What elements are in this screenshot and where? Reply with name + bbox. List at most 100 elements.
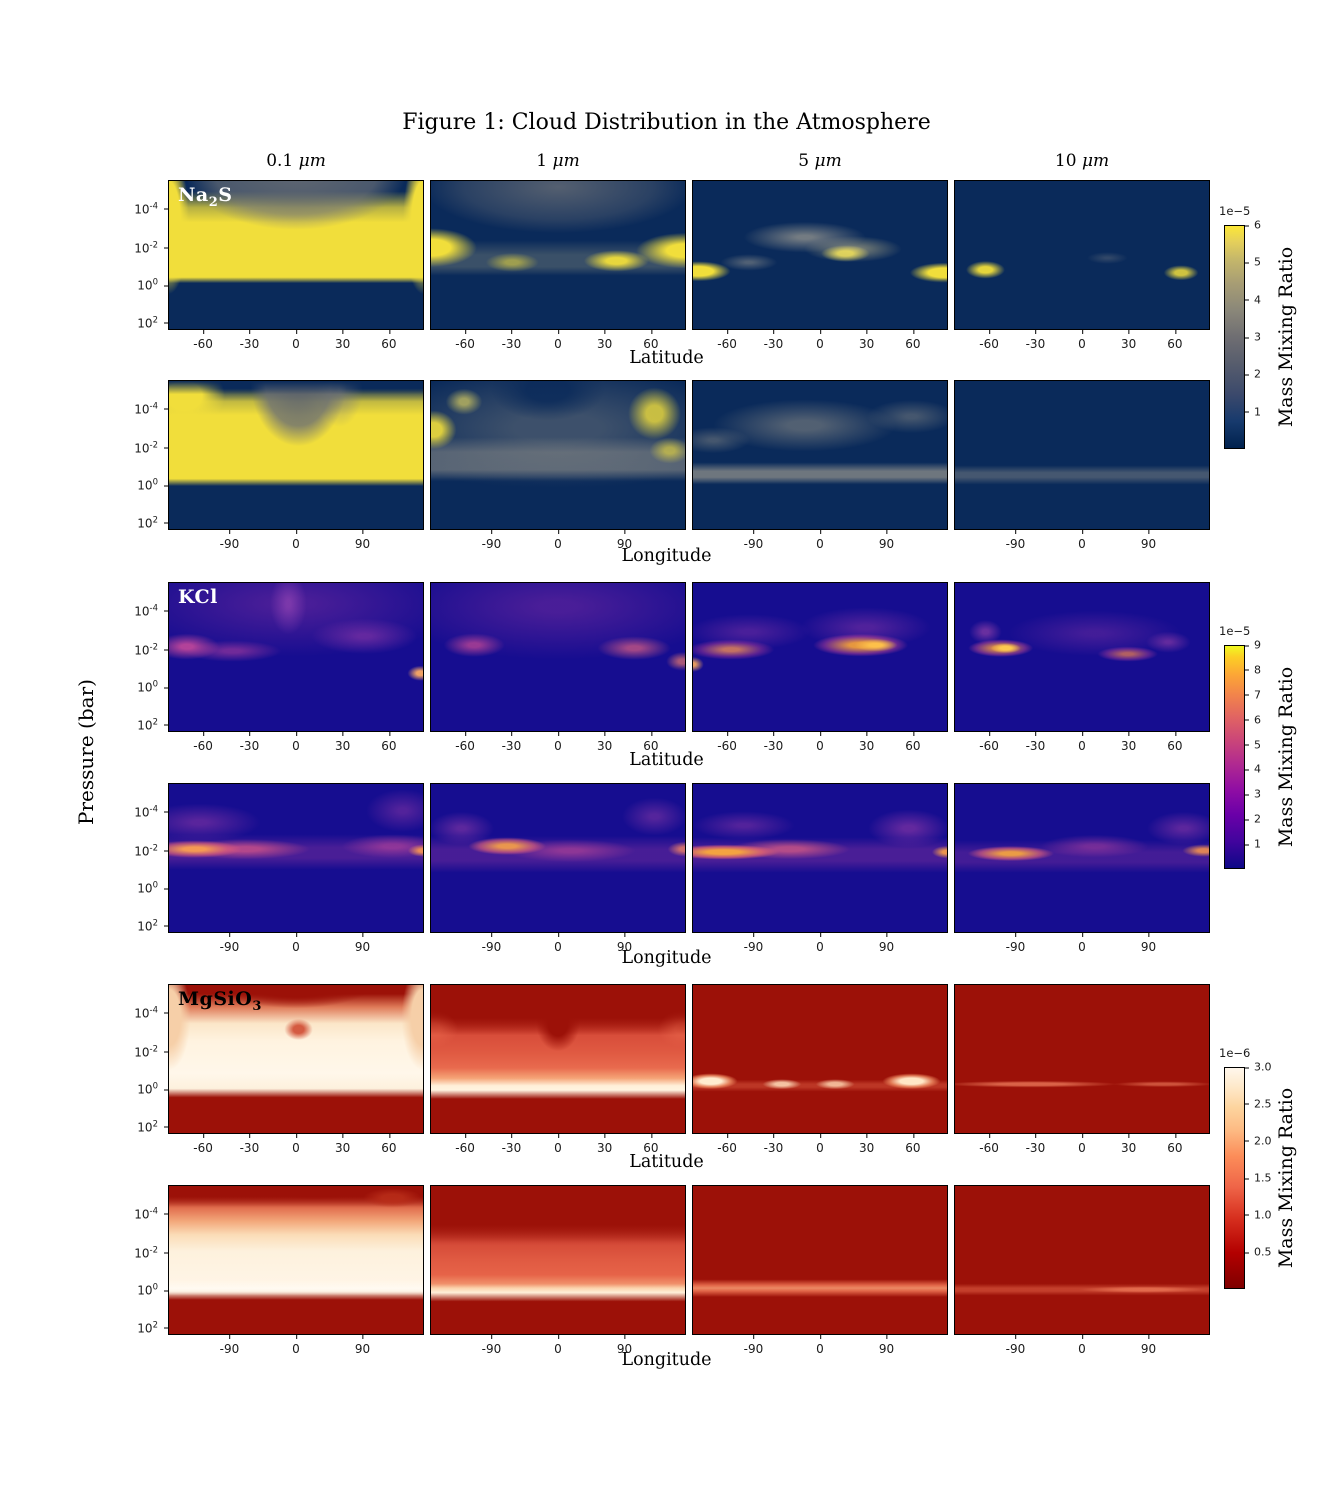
colorbar-scale-na2s: 1e−5 [1219,204,1251,218]
x-tick-label: 30 [1121,732,1136,753]
colorbar-tick-label: 1 [1245,405,1261,418]
y-tick-label: 10-4 [134,1206,168,1221]
x-axis-ticks: -90 0 90 [692,1335,948,1359]
species-label-mgsio3: MgSiO3 [178,988,262,1014]
x-tick-label: 30 [859,732,874,753]
y-tick-label: 100 [137,1082,168,1097]
x-tick-label: 30 [597,1134,612,1155]
x-tick-label: 0 [1078,1335,1086,1356]
x-tick-label: -90 [1006,1335,1025,1356]
x-tick-label: 90 [879,530,894,551]
heatmap-panel-kcl-latitude-0.1um: KCl [168,582,424,732]
colorbar-tick-label: 3.0 [1245,1061,1272,1074]
heatmap-panel-kcl-latitude-1um [430,582,686,732]
heatmap-panel-mgsio3-latitude-10um [954,984,1210,1134]
x-tick-label: 60 [1167,1134,1183,1155]
x-tick-label: -30 [764,1134,783,1155]
x-tick-label: 0 [554,1335,562,1356]
x-tick-label: -30 [502,330,521,351]
x-tick-label: -60 [979,732,999,753]
heatmap-panel-mgsio3-longitude-10um [954,1185,1210,1335]
x-tick-label: -60 [717,1134,737,1155]
x-tick-label: -30 [502,732,521,753]
x-tick-label: 60 [1167,732,1183,753]
colorbar-tick-label: 8 [1245,663,1261,676]
x-tick-label: 90 [1141,1335,1156,1356]
x-tick-label: 30 [597,330,612,351]
colorbar-scale-mgsio3: 1e−6 [1219,1046,1251,1060]
x-tick-label: -60 [455,330,475,351]
x-tick-label: 60 [905,1134,921,1155]
x-tick-label: 30 [597,732,612,753]
colorbar-tick-label: 3 [1245,331,1261,344]
x-axis-ticks: -60 -30 0 30 60 [692,1134,948,1158]
y-axis-ticks: 10-4 10-2 100 102 [112,984,168,1134]
colorbar-tick-label: 1.5 [1245,1172,1272,1185]
x-tick-label: 30 [335,330,350,351]
y-tick-label: 100 [137,278,168,293]
x-tick-label: 30 [335,732,350,753]
column-header-value: 10 [1054,151,1077,171]
x-axis-ticks: -60 -30 0 30 60 [954,330,1210,354]
x-axis-ticks: -60 -30 0 30 60 [430,330,686,354]
x-axis-ticks: -90 0 90 [692,530,948,554]
heatmap-panel-mgsio3-latitude-0.1um: MgSiO3 [168,984,424,1134]
x-tick-label: 0 [816,530,824,551]
x-tick-label: 90 [1141,933,1156,954]
colorbar-tick-label: 2.0 [1245,1134,1272,1147]
heatmap-panel-mgsio3-latitude-5um [692,984,948,1134]
x-tick-label: 0 [554,732,562,753]
x-tick-label: -60 [717,330,737,351]
x-tick-label: 90 [617,933,632,954]
y-tick-label: 10-2 [134,240,168,255]
x-axis-ticks: -60 -30 0 30 60 [168,732,424,756]
x-tick-label: 0 [292,530,300,551]
x-tick-label: 60 [381,330,397,351]
heatmap-panel-na2s-longitude-0.1um [168,380,424,530]
x-tick-label: 0 [1078,330,1086,351]
x-tick-label: 60 [1167,330,1183,351]
x-tick-label: 0 [816,330,824,351]
x-tick-label: -30 [1026,1134,1045,1155]
x-tick-label: -90 [220,933,239,954]
x-tick-label: -90 [482,1335,501,1356]
y-tick-label: 102 [137,1119,168,1134]
colorbar-tick-label: 9 [1245,639,1261,652]
x-tick-label: 0 [292,933,300,954]
y-tick-label: 102 [137,918,168,933]
colorbar-tick-label: 5 [1245,256,1261,269]
y-axis-ticks: 10-4 10-2 100 102 [112,1185,168,1335]
x-tick-label: 0 [1078,933,1086,954]
x-tick-label: 30 [859,1134,874,1155]
colorbar-tick-label: 2 [1245,368,1261,381]
y-tick-label: 10-2 [134,843,168,858]
y-tick-label: 10-4 [134,603,168,618]
x-axis-ticks: -60 -30 0 30 60 [954,732,1210,756]
x-axis-ticks: -60 -30 0 30 60 [430,1134,686,1158]
x-axis-ticks: -90 0 90 [692,933,948,957]
y-tick-label: 100 [137,680,168,695]
heatmap-panel-kcl-latitude-10um [954,582,1210,732]
x-tick-label: -30 [502,1134,521,1155]
x-axis-ticks: -60 -30 0 30 60 [430,732,686,756]
x-tick-label: -60 [455,1134,475,1155]
x-tick-label: 0 [1078,732,1086,753]
y-tick-label: 102 [137,1320,168,1335]
x-tick-label: 30 [1121,330,1136,351]
x-axis-ticks: -90 0 90 [954,1335,1210,1359]
heatmap-panel-mgsio3-longitude-5um [692,1185,948,1335]
x-tick-label: 60 [643,330,659,351]
x-tick-label: 0 [292,330,300,351]
y-tick-label: 100 [137,1283,168,1298]
species-label-kcl: KCl [178,586,218,608]
column-header-1um: 1 μm [430,151,686,171]
colorbar-tick-label: 2 [1245,813,1261,826]
colorbar-tick-label: 2.5 [1245,1097,1272,1110]
heatmap-panel-na2s-longitude-1um [430,380,686,530]
heatmap-panel-na2s-latitude-10um [954,180,1210,330]
colorbar-label-na2s: Mass Mixing Ratio [1275,246,1297,428]
y-tick-label: 10-4 [134,804,168,819]
x-tick-label: 0 [292,1134,300,1155]
y-tick-label: 10-2 [134,1245,168,1260]
x-axis-label-longitude: Longitude [621,1350,712,1370]
